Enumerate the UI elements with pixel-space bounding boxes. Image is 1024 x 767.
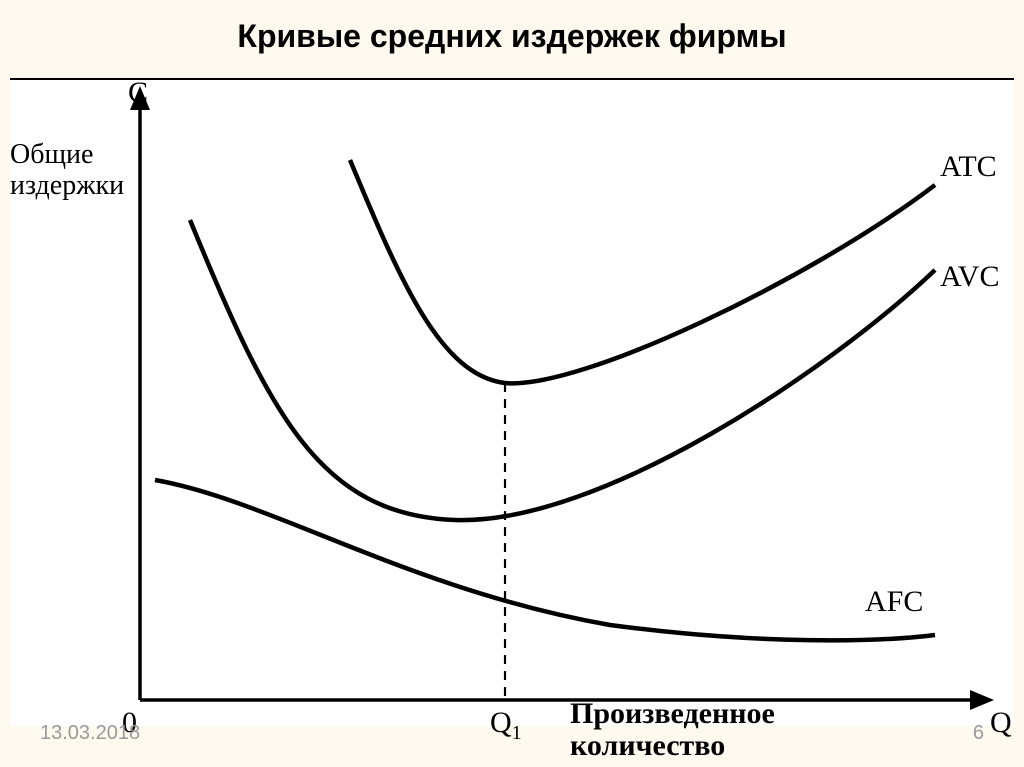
footer-date: 13.03.2018 [40,722,140,745]
atc-label: ATC [940,150,997,184]
avc-curve [190,220,935,520]
footer-page: 6 [973,722,984,745]
page-title: Кривые средних издержек фирмы [0,0,1024,55]
x-axis-label: Произведенное количество [570,698,775,761]
afc-label: AFC [865,585,923,619]
atc-curve [350,160,935,383]
x-axis-end-label: Q [990,706,1012,740]
chart-area: C Общие издержки 0 Q1 Произведенное коли… [10,78,1014,726]
q1-tick-label: Q1 [490,706,522,745]
y-axis-side-label: Общие издержки [10,140,124,202]
avc-label: AVC [940,260,999,294]
cost-curves-chart [10,80,1014,726]
q1-sub: 1 [512,722,522,744]
y-axis-top-label: C [128,76,148,110]
afc-curve [155,480,935,640]
q1-letter: Q [490,706,512,739]
